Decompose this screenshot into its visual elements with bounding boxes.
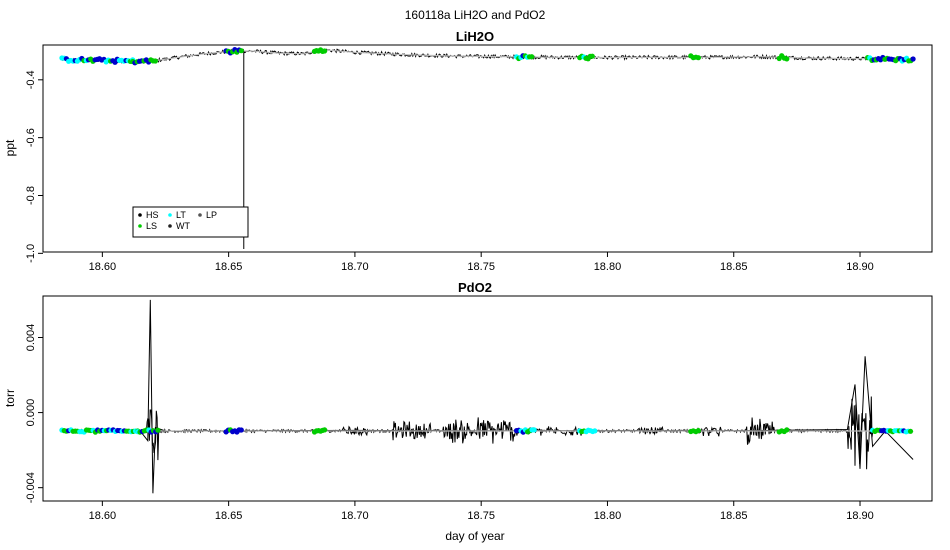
panel2-spike-line: [61, 299, 914, 494]
panel1-legend: HS LT LP LS WT: [132, 206, 249, 238]
panel2-xlabel: day of year: [445, 529, 504, 543]
panel1-ytick-label: -0.6: [25, 128, 37, 147]
panel1-marker-point: [589, 53, 595, 59]
legend-label: LS: [146, 221, 157, 231]
legend-marker: [138, 213, 142, 217]
legend-marker: [168, 224, 172, 228]
panel1-xtick-label: 18.80: [594, 261, 622, 273]
legend-marker: [138, 224, 142, 228]
legend-label: WT: [176, 221, 190, 231]
panel2-xtick-label: 18.70: [341, 510, 369, 522]
panel1-marker-point: [910, 56, 916, 62]
panel2-xtick-label: 18.60: [89, 510, 117, 522]
legend-box: [132, 206, 249, 238]
panel1-ytick-label: -1.0: [25, 244, 37, 263]
panel2-xtick-label: 18.90: [846, 510, 874, 522]
panel2-marker-point: [695, 428, 702, 434]
panel2-xtick-label: 18.85: [720, 510, 748, 522]
panel1-ylabel: ppt: [3, 139, 17, 156]
panel1-xtick-label: 18.85: [720, 261, 748, 273]
panel2-marker-point: [238, 427, 244, 433]
panel1-ytick-label: -0.8: [25, 186, 37, 205]
panel2-marker-point: [322, 427, 328, 433]
panel1-xtick-label: 18.70: [341, 261, 369, 273]
panel1-marker-point: [695, 55, 702, 61]
panel2-marker-point: [784, 427, 790, 433]
panel2-marker-point: [155, 427, 161, 433]
panel2-series-line: [61, 396, 914, 470]
panel1-marker-point: [529, 54, 535, 60]
legend-label: LP: [206, 210, 217, 220]
panel1-marker-point: [322, 48, 328, 54]
legend-label: HS: [146, 210, 159, 220]
panel1-marker-point: [784, 56, 790, 62]
panel2-ytick-label: 0.004: [25, 324, 37, 352]
panel1-xtick-label: 18.65: [215, 261, 243, 273]
legend-marker: [168, 213, 172, 217]
legend-label: LT: [176, 210, 186, 220]
panel1-frame: [42, 44, 933, 253]
figure-title: 160118a LiH2O and PdO2: [405, 8, 546, 22]
panel2-marker-point: [907, 428, 914, 434]
legend-marker: [198, 213, 202, 217]
panel2-ytick-label: -0.004: [25, 472, 37, 503]
panel1-ytick-label: -0.4: [25, 70, 37, 89]
panel1-xtick-label: 18.60: [89, 261, 117, 273]
panel1-xtick-label: 18.75: [467, 261, 495, 273]
panel2-frame: [42, 295, 933, 502]
panel2-marker-point: [592, 428, 598, 434]
panel2-xtick-label: 18.80: [594, 510, 622, 522]
panel2-marker-point: [531, 427, 537, 433]
panel2-title: PdO2: [458, 280, 492, 295]
panel1-title: LiH2O: [456, 29, 494, 44]
panel2-xtick-label: 18.65: [215, 510, 243, 522]
panel2-xtick-label: 18.75: [467, 510, 495, 522]
panel1-marker-point: [152, 58, 158, 64]
panel2-ylabel: torr: [3, 389, 17, 407]
panel2-ytick-label: 0.000: [25, 399, 37, 427]
panel1-marker-point: [238, 48, 244, 54]
panel1-xtick-label: 18.90: [846, 261, 874, 273]
